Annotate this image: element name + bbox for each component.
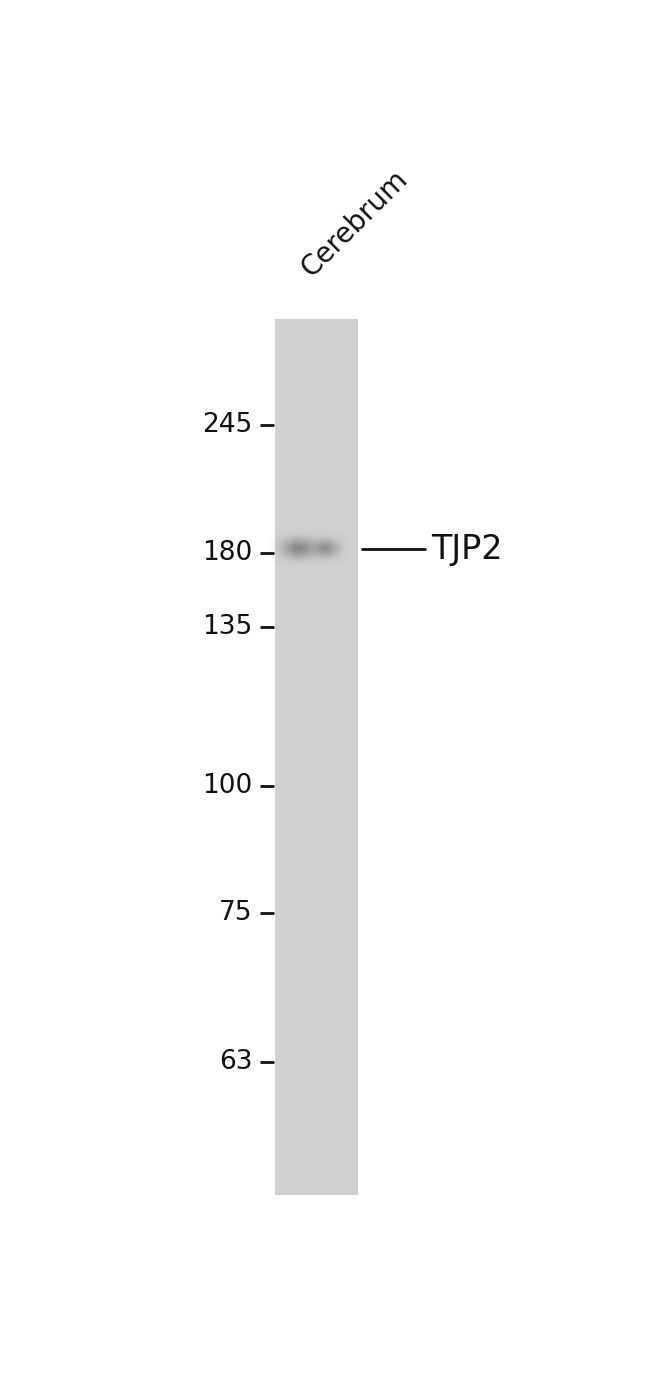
Text: TJP2: TJP2 (432, 533, 503, 566)
Text: Cerebrum: Cerebrum (296, 164, 413, 282)
Bar (275, 320, 358, 1195)
Text: 135: 135 (202, 615, 252, 639)
Text: 63: 63 (219, 1049, 252, 1075)
Text: 245: 245 (202, 412, 252, 438)
Text: 100: 100 (202, 773, 252, 799)
Text: 180: 180 (202, 540, 252, 565)
Text: 75: 75 (219, 900, 252, 926)
